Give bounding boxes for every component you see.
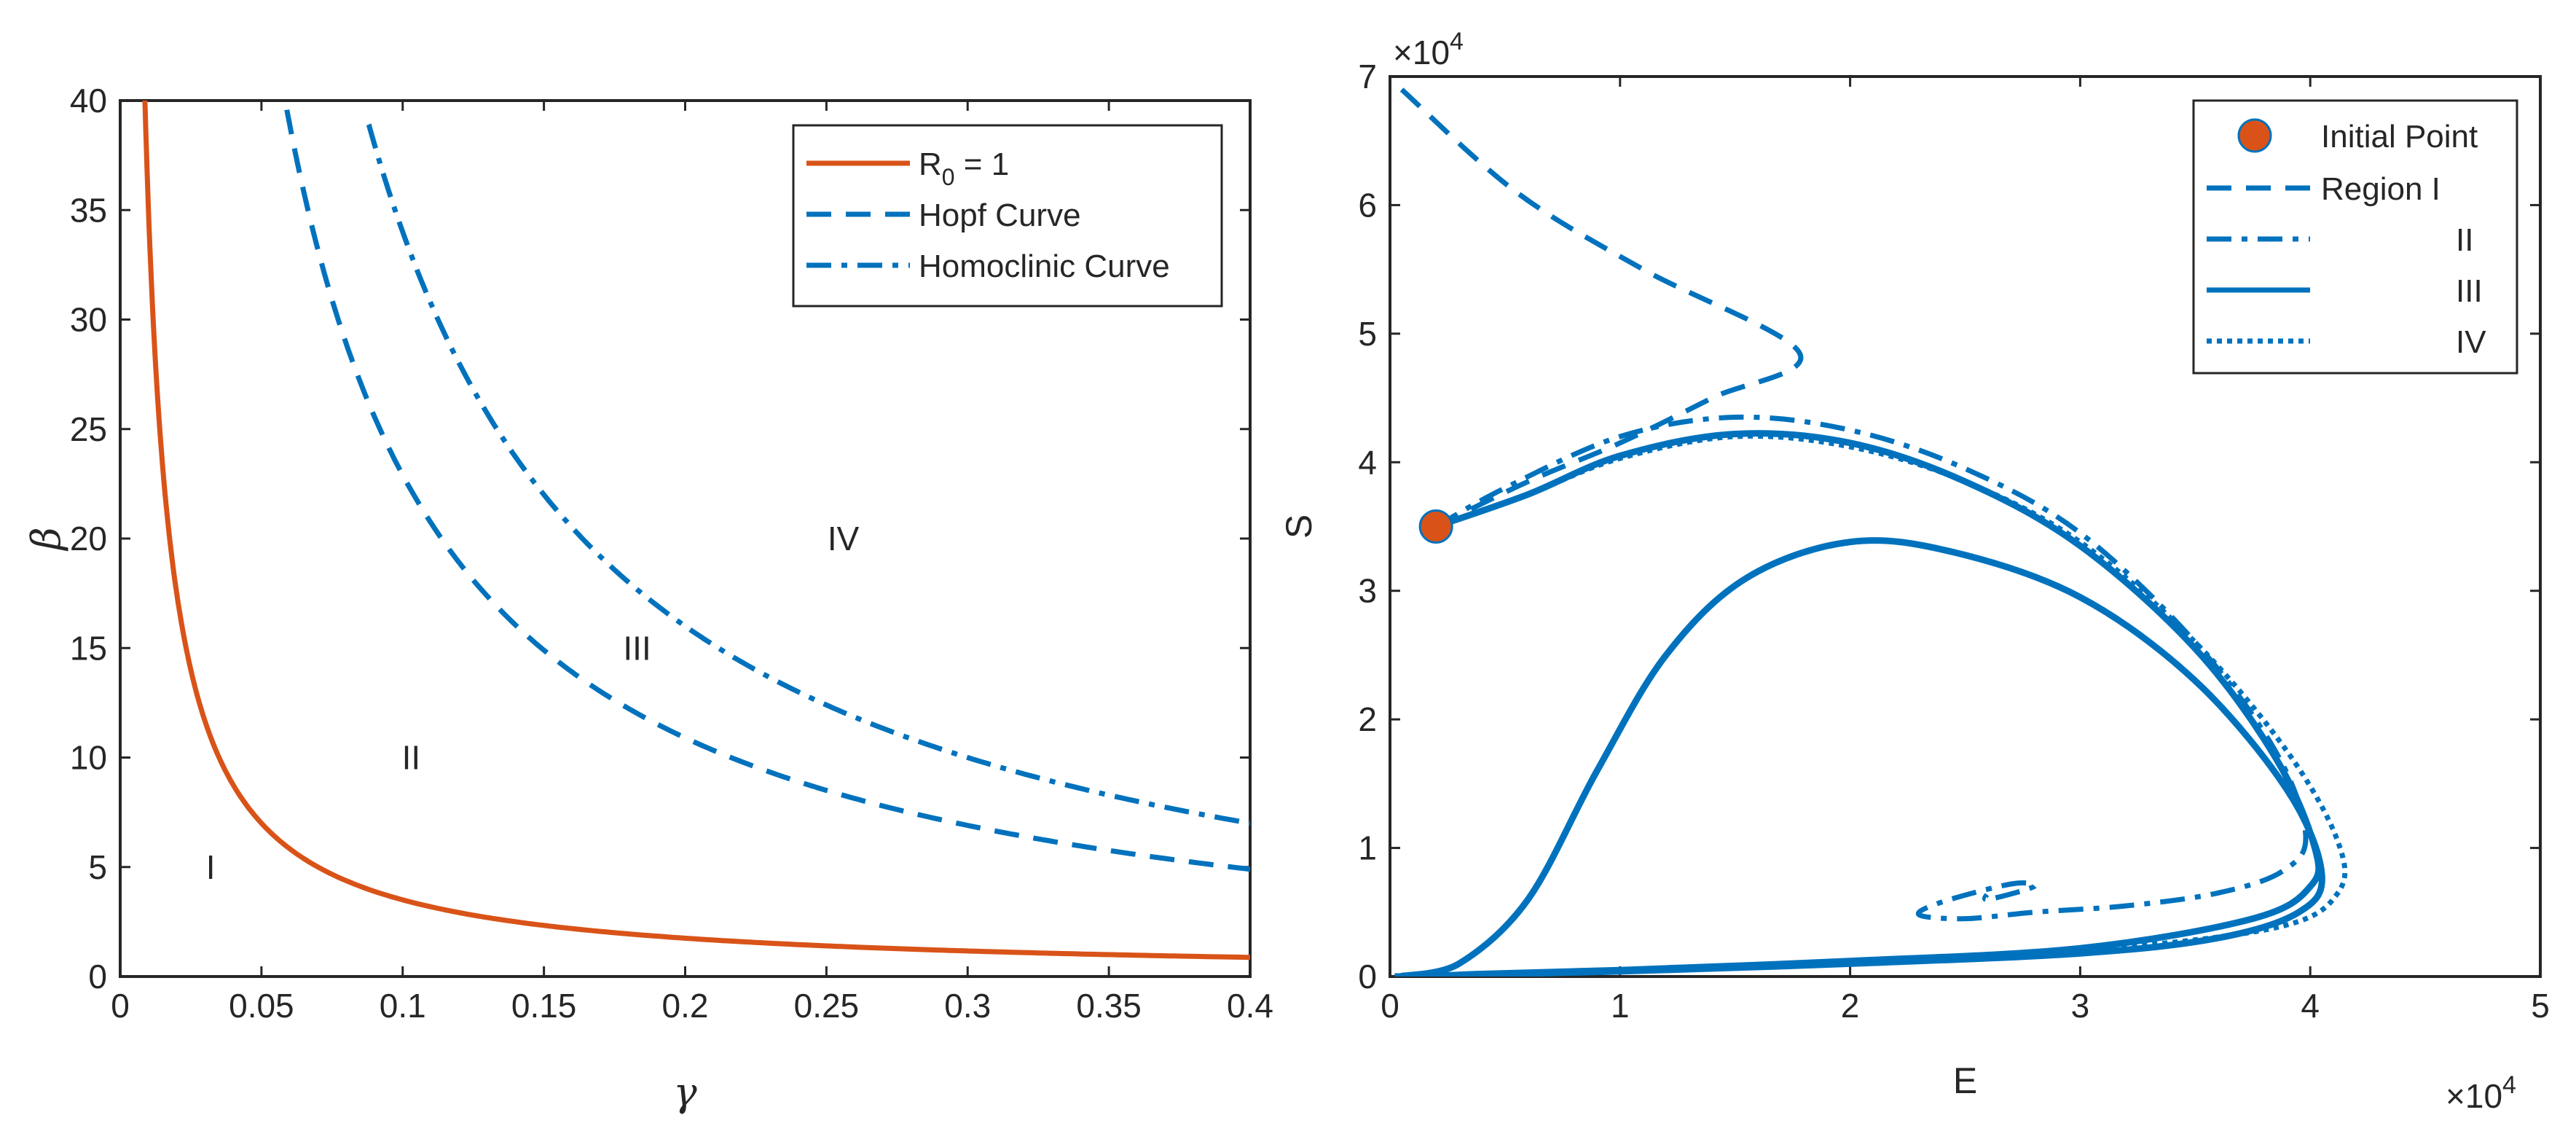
series-line-r0-1 [142, 101, 1250, 960]
legend-label: R0 = 1 [919, 146, 1009, 190]
series-line-region-i [1399, 87, 1804, 529]
legend-label: III [2456, 273, 2483, 309]
y-tick-label: 2 [1358, 700, 1377, 738]
region-label-iii: III [623, 629, 651, 667]
region-label-ii: II [402, 739, 421, 777]
series-line-homoclinic-curve [366, 123, 1250, 826]
series-line-iii [1394, 430, 2325, 977]
y-axis-exponent: ×104 [1393, 28, 1464, 71]
series-line-iv [1394, 433, 2348, 977]
x-tick-label: 0.25 [794, 987, 860, 1025]
x-tick-label: 0.4 [1227, 987, 1273, 1025]
x-tick-label: 0 [111, 987, 130, 1025]
legend-label: Initial Point [2321, 119, 2478, 154]
x-tick-label: 5 [2531, 987, 2550, 1025]
x-tick-label: 3 [2071, 987, 2090, 1025]
x-tick-label: 0.05 [229, 987, 294, 1025]
x-tick-label: 0.15 [511, 987, 577, 1025]
y-tick-label: 0 [1358, 958, 1377, 995]
y-tick-label: 10 [70, 739, 107, 777]
y-tick-label: 5 [1358, 315, 1377, 353]
y-tick-label: 40 [70, 82, 107, 120]
chart-beta-vs-gamma: 0 0.05 0.1 0.15 0.2 0.25 0.3 0.35 0.4 0 5 10 15 20 25 3… [23, 82, 1273, 1115]
legend-label: II [2456, 222, 2473, 258]
chart-s-vs-e: 0 1 2 3 4 5 0 1 2 3 4 5 6 7 E S ×104 ×104 Initial Point Reg… [1279, 28, 2550, 1115]
x-axis-exponent: ×104 [2446, 1071, 2516, 1115]
y-tick-label: 6 [1358, 186, 1377, 224]
series-group [1394, 87, 2348, 977]
initial-point-marker [1418, 509, 1453, 544]
x-tick-label: 4 [2301, 987, 2320, 1025]
series-line-ii [1434, 414, 2309, 922]
x-tick-label: 0.35 [1076, 987, 1142, 1025]
x-tick-label: 1 [1611, 987, 1630, 1025]
y-axis-label: S [1279, 514, 1319, 539]
y-tick-label: 20 [70, 520, 107, 557]
legend-chart1: R0 = 1 Hopf Curve Homoclinic Curve [792, 124, 1223, 308]
region-label-iv: IV [828, 520, 860, 557]
legend-label: IV [2456, 324, 2486, 360]
x-tick-label: 0.1 [380, 987, 426, 1025]
x-axis-label: γ [673, 1069, 697, 1115]
y-tick-label: 7 [1358, 58, 1377, 95]
y-tick-label: 35 [70, 191, 107, 229]
y-axis-label: β [23, 527, 69, 551]
legend-marker [2237, 118, 2272, 153]
x-tick-label: 2 [1841, 987, 1860, 1025]
y-tick-label: 3 [1358, 572, 1377, 610]
y-tick-label: 25 [70, 410, 107, 448]
x-tick-label: 0 [1381, 987, 1399, 1025]
region-label-i: I [206, 848, 216, 886]
legend-label: Hopf Curve [919, 197, 1081, 233]
x-tick-label: 0.2 [662, 987, 709, 1025]
x-tick-label: 0.3 [944, 987, 991, 1025]
y-tick-label: 5 [88, 848, 107, 886]
y-tick-label: 30 [70, 301, 107, 339]
y-tick-label: 1 [1358, 829, 1377, 867]
legend-label: Homoclinic Curve [919, 249, 1170, 284]
legend-label: Region I [2321, 171, 2440, 207]
series-line-hopf-curve [284, 109, 1250, 872]
x-axis-label: E [1953, 1060, 1977, 1101]
y-tick-label: 15 [70, 629, 107, 667]
plot-area-2 [1389, 75, 2542, 978]
y-tick-label: 4 [1358, 443, 1377, 481]
series-group [142, 101, 1250, 960]
y-tick-label: 0 [88, 958, 107, 995]
